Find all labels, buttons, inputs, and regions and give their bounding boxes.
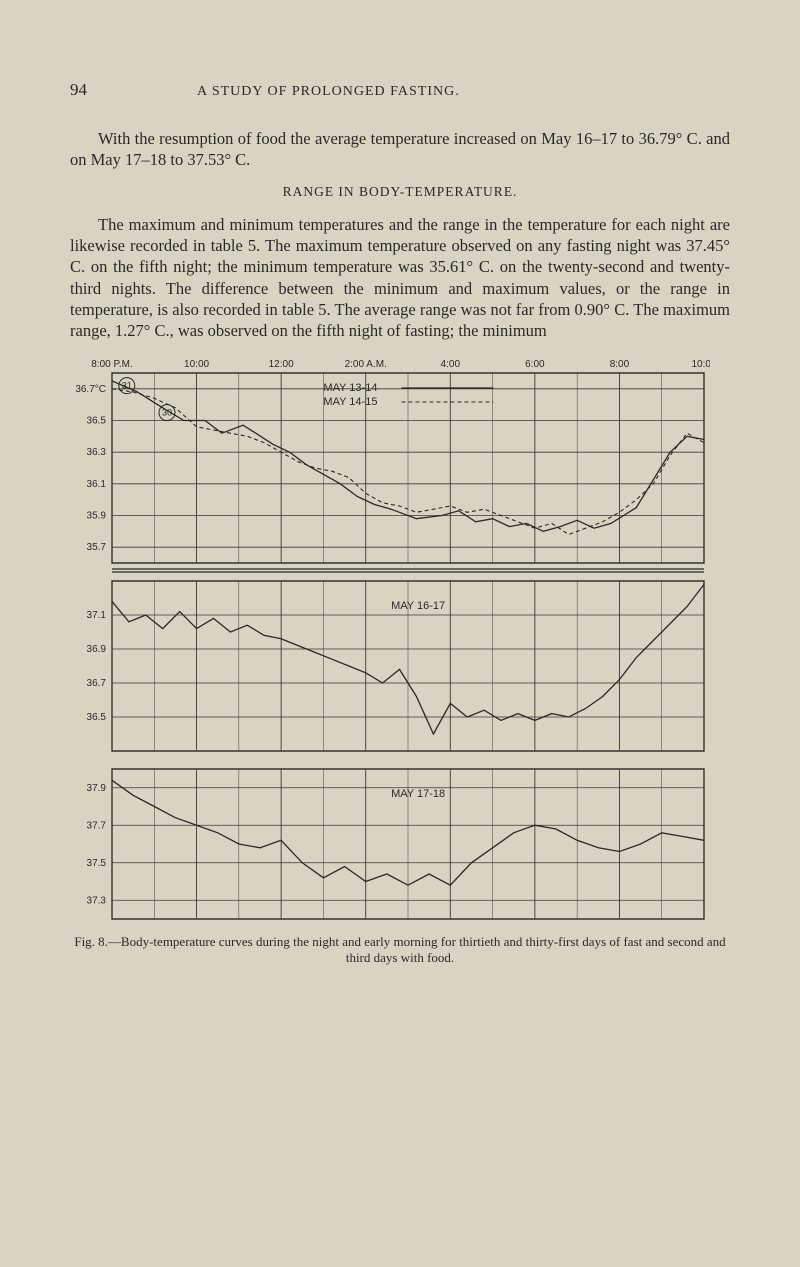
svg-text:10:00: 10:00 — [184, 359, 209, 370]
svg-text:8:00 P.M.: 8:00 P.M. — [91, 359, 133, 370]
svg-text:36.1: 36.1 — [87, 479, 107, 490]
svg-text:MAY 13-14: MAY 13-14 — [323, 382, 377, 394]
page: 94 A STUDY OF PROLONGED FASTING. With th… — [0, 0, 800, 1267]
section-subhead: RANGE IN BODY-TEMPERATURE. — [70, 184, 730, 200]
svg-text:35.7: 35.7 — [87, 542, 107, 553]
svg-text:8:00: 8:00 — [610, 359, 630, 370]
svg-text:37.9: 37.9 — [87, 783, 107, 794]
svg-text:36.5: 36.5 — [87, 712, 107, 723]
svg-text:36.3: 36.3 — [87, 447, 107, 458]
header-row: 94 A STUDY OF PROLONGED FASTING. — [70, 80, 730, 100]
svg-text:30: 30 — [162, 407, 172, 417]
page-number: 94 — [70, 80, 87, 100]
svg-text:2:00 A.M.: 2:00 A.M. — [345, 359, 387, 370]
svg-text:10:00: 10:00 — [691, 359, 710, 370]
svg-text:37.3: 37.3 — [87, 895, 107, 906]
svg-text:37.5: 37.5 — [87, 858, 107, 869]
figure-8-chart: 8:00 P.M. 10:00 12:00 2:00 A.M. 4:00 6:00 8:00… — [70, 355, 730, 930]
svg-text:MAY 14-15: MAY 14-15 — [323, 396, 377, 408]
svg-text:36.5: 36.5 — [87, 415, 107, 426]
paragraph-1: With the resumption of food the average … — [70, 128, 730, 170]
svg-text:MAY 17-18: MAY 17-18 — [391, 788, 445, 800]
svg-text:36.7: 36.7 — [87, 678, 107, 689]
svg-text:12:00: 12:00 — [269, 359, 294, 370]
svg-text:31: 31 — [122, 381, 132, 391]
paragraph-2: The maximum and minimum temperatures and… — [70, 214, 730, 341]
svg-text:35.9: 35.9 — [87, 510, 107, 521]
svg-text:37.7: 37.7 — [87, 820, 107, 831]
svg-text:4:00: 4:00 — [441, 359, 461, 370]
running-head: A STUDY OF PROLONGED FASTING. — [197, 84, 460, 100]
svg-text:36.9: 36.9 — [87, 644, 107, 655]
figure-caption: Fig. 8.—Body-temperature curves during t… — [70, 934, 730, 967]
svg-text:6:00: 6:00 — [525, 359, 545, 370]
temperature-chart-svg: 8:00 P.M. 10:00 12:00 2:00 A.M. 4:00 6:00 8:00… — [70, 355, 710, 925]
svg-text:MAY 16-17: MAY 16-17 — [391, 600, 445, 612]
caption-text: Fig. 8.—Body-temperature curves during t… — [74, 934, 725, 965]
svg-text:37.1: 37.1 — [87, 610, 107, 621]
svg-text:36.7°C: 36.7°C — [75, 384, 106, 395]
